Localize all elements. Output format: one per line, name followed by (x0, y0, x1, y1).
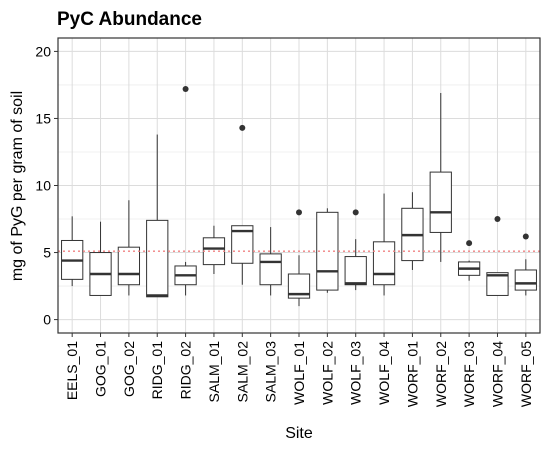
box-gog-02 (117, 200, 141, 296)
x-tick-label: GOG_01 (93, 341, 109, 397)
y-axis-title: mg of PyG per gram of soil (9, 91, 26, 281)
x-tick-label: WOLF_02 (319, 341, 335, 405)
box-wolf-02 (316, 208, 339, 293)
box-iqr (259, 253, 282, 286)
x-tick-label: SALM_03 (263, 341, 279, 403)
x-tick-label: SALM_01 (206, 341, 222, 403)
box-iqr (117, 246, 141, 286)
box-worf-05 (514, 233, 537, 296)
x-tick-label: GOG_02 (121, 341, 137, 397)
y-tick-label: 5 (43, 245, 51, 261)
chart-title: PyC Abundance (57, 9, 202, 30)
box-wolf-01 (287, 209, 311, 307)
y-tick-label: 20 (35, 43, 51, 59)
y-tick-label: 15 (35, 110, 51, 126)
box-salm-01 (202, 225, 226, 274)
x-axis-title: Site (285, 425, 313, 442)
box-worf-02 (429, 92, 452, 262)
x-tick-label: RIDG_01 (149, 341, 165, 400)
box-ridg-01 (146, 134, 169, 298)
x-tick-label: EELS_01 (64, 341, 80, 400)
x-tick-label: WOLF_03 (348, 341, 364, 405)
box-iqr (514, 269, 537, 291)
x-tick-label: WORF_02 (433, 341, 449, 407)
box-worf-01 (401, 192, 424, 270)
outlier-point (466, 240, 473, 247)
outlier-point (522, 233, 529, 240)
box-wolf-03 (344, 209, 367, 291)
box-iqr (287, 273, 311, 299)
box-iqr (372, 241, 396, 286)
box-worf-04 (486, 216, 509, 296)
outlier-point (352, 209, 359, 216)
y-tick-label: 0 (43, 312, 51, 328)
box-salm-02 (231, 124, 254, 285)
x-tick-label: WORF_01 (404, 341, 420, 407)
box-iqr (344, 256, 367, 286)
box-worf-03 (457, 240, 481, 281)
y-tick-label: 10 (35, 178, 51, 194)
x-tick-label: SALM_02 (234, 341, 250, 403)
box-iqr (486, 272, 509, 296)
x-tick-label: RIDG_02 (178, 341, 194, 400)
x-tick-label: WORF_05 (518, 341, 534, 407)
box-iqr (231, 225, 254, 264)
x-tick-label: WOLF_04 (376, 341, 392, 405)
box-gog-01 (89, 221, 112, 296)
x-tick-label: WORF_03 (461, 341, 477, 407)
box-iqr (429, 171, 452, 233)
box-eels-01 (61, 216, 84, 287)
outlier-point (182, 85, 189, 92)
outlier-point (239, 124, 246, 131)
outlier-point (296, 209, 302, 216)
box-iqr (146, 219, 169, 298)
box-ridg-02 (174, 85, 197, 296)
box-salm-03 (259, 227, 282, 296)
x-tick-label: WOLF_01 (291, 341, 307, 405)
box-wolf-04 (372, 193, 396, 296)
x-tick-label: WORF_04 (489, 341, 505, 407)
outlier-point (494, 216, 501, 223)
